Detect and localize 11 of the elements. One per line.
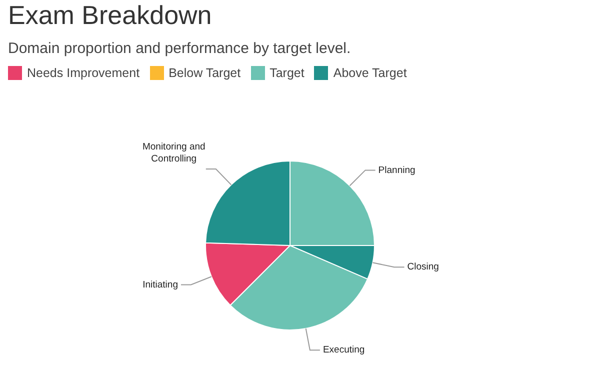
chart-subtitle: Domain proportion and performance by target level. bbox=[8, 40, 351, 57]
slice-label: Planning bbox=[378, 164, 416, 176]
category-label: Target bbox=[268, 66, 304, 80]
category-label: Below Target bbox=[168, 66, 241, 80]
slice-label: Closing bbox=[407, 262, 439, 273]
slice-label: Executing bbox=[322, 344, 365, 356]
chart-title: Exam Breakdown bbox=[8, 0, 212, 31]
slice-label: Monitoring and Controlling bbox=[142, 142, 206, 165]
category-label: Needs Improvement bbox=[26, 66, 140, 80]
slice-label: Initiating bbox=[142, 279, 178, 290]
category-label: Above Target bbox=[332, 66, 407, 80]
